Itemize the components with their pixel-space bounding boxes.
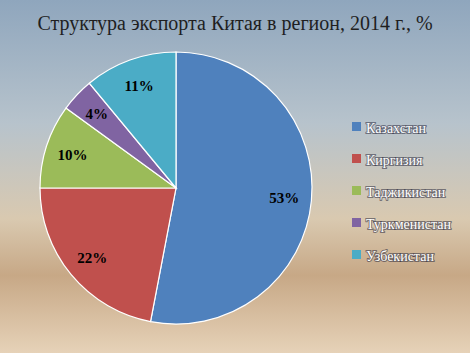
legend-item: Туркменистан	[352, 217, 451, 232]
data-label: 10%	[58, 147, 88, 163]
legend-label: Казахстан	[366, 121, 426, 136]
pie-slice	[40, 188, 176, 322]
legend-label: Киргизия	[366, 153, 423, 168]
data-labels: 53% 22% 10% 4% 11%	[58, 78, 300, 266]
data-label: 53%	[269, 190, 299, 206]
data-label: 4%	[85, 106, 108, 122]
legend-swatch	[352, 250, 361, 259]
data-label: 11%	[125, 78, 154, 94]
data-label: 22%	[77, 250, 107, 266]
pie	[40, 52, 312, 324]
legend-item: Таджикистан	[352, 185, 446, 200]
legend-swatch	[352, 122, 361, 131]
legend-item: Киргизия	[352, 153, 423, 168]
legend-label: Туркменистан	[366, 217, 451, 232]
legend-swatch	[352, 186, 361, 195]
legend-label: Таджикистан	[366, 185, 446, 200]
title: Структура экспорта Китая в регион, 2014 …	[37, 12, 432, 35]
legend-swatch	[352, 218, 361, 227]
legend-label: Узбекистан	[366, 249, 434, 264]
legend-item: Казахстан	[352, 121, 426, 136]
legend: Казахстан Киргизия Таджикистан Туркменистан…	[352, 121, 451, 264]
chart-svg: Структура экспорта Китая в регион, 2014 …	[0, 0, 470, 353]
legend-swatch	[352, 154, 361, 163]
legend-item: Узбекистан	[352, 249, 434, 264]
